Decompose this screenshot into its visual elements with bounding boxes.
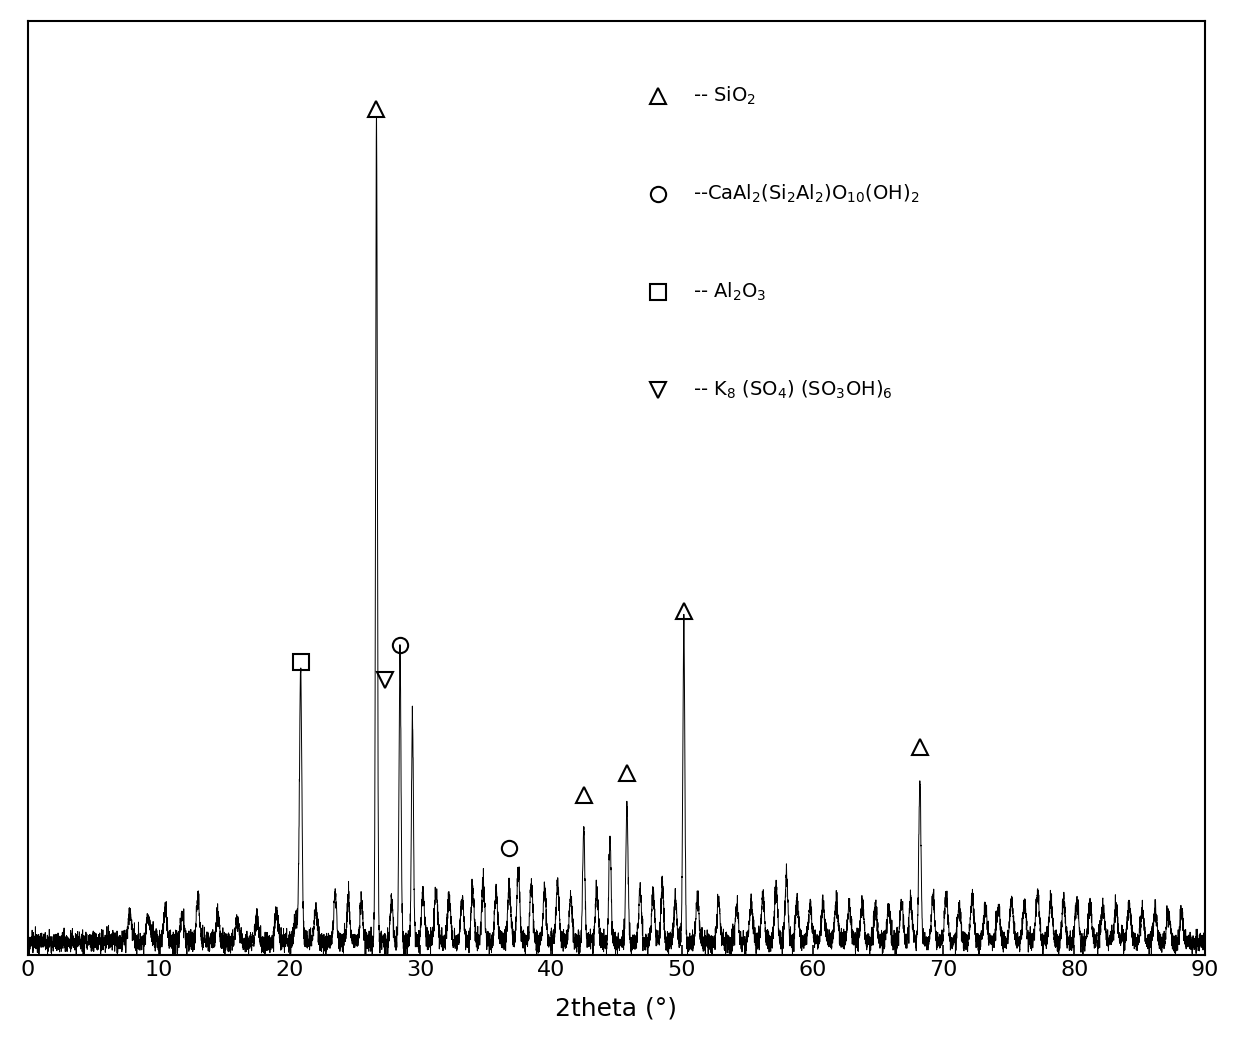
Text: --CaAl$_2$(Si$_2$Al$_2$)O$_{10}$(OH)$_2$: --CaAl$_2$(Si$_2$Al$_2$)O$_{10}$(OH)$_2$ <box>693 182 920 205</box>
Text: -- Al$_2$O$_3$: -- Al$_2$O$_3$ <box>693 280 766 303</box>
X-axis label: 2theta (°): 2theta (°) <box>556 996 677 1020</box>
Text: -- K$_8$ (SO$_4$) (SO$_3$OH)$_6$: -- K$_8$ (SO$_4$) (SO$_3$OH)$_6$ <box>693 379 893 401</box>
Text: -- SiO$_2$: -- SiO$_2$ <box>693 84 756 106</box>
